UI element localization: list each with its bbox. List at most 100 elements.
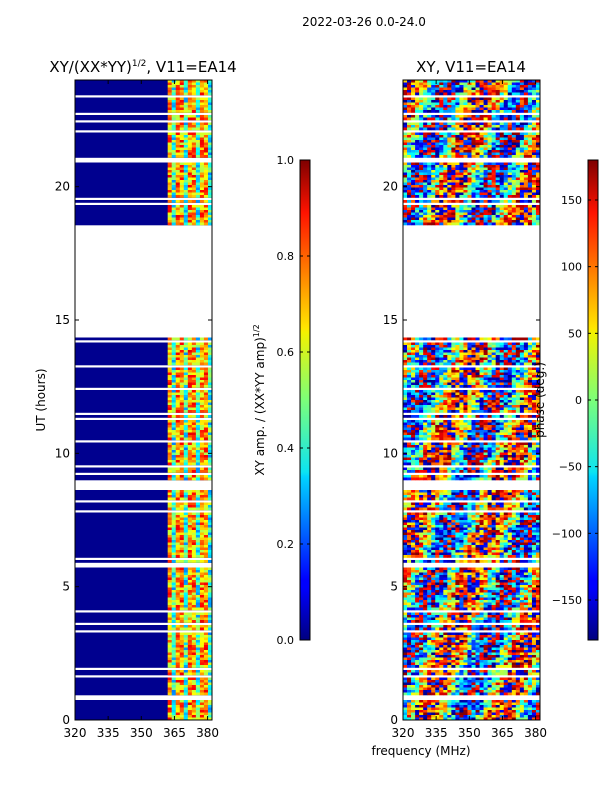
heatmap-cell [192,678,196,681]
heatmap-cell [196,518,200,521]
heatmap-cell [459,83,463,86]
heatmap-cell [184,375,188,378]
heatmap-row [403,393,540,396]
heatmap-cell [172,690,176,693]
heatmap-cell [196,93,200,96]
heatmap-cell [528,115,532,118]
heatmap-cell [443,363,447,366]
heatmap-cell [172,93,176,96]
heatmap-cell [176,603,180,606]
heatmap-cell [528,370,532,373]
heatmap-cell [176,530,180,533]
heatmap-cell [172,613,176,616]
heatmap-cell [184,585,188,588]
heatmap-cell [443,373,447,376]
heatmap-cell [520,355,524,358]
heatmap-cell [419,170,423,173]
heatmap-cell [200,540,204,543]
heatmap-cell [528,393,532,396]
heatmap-cell [180,628,184,631]
heatmap-cell [192,128,196,131]
heatmap-cell [463,205,467,208]
heatmap-cell [184,163,188,166]
heatmap-cell [407,188,411,191]
heatmap-cell [492,90,496,93]
heatmap-cell [188,680,192,683]
heatmap-cell [500,215,504,218]
heatmap-cell [532,200,536,203]
heatmap-cell [180,608,184,611]
heatmap-cell [520,348,524,351]
heatmap-cell [172,588,176,591]
heatmap-cell [455,360,459,363]
heatmap-cell [192,603,196,606]
heatmap-row [75,343,212,346]
heatmap-cell [476,128,480,131]
heatmap-cell [172,453,176,456]
heatmap-cell [180,673,184,676]
heatmap-cell [192,453,196,456]
heatmap-cell [176,588,180,591]
heatmap-cell [192,188,196,191]
heatmap-row [75,348,212,351]
heatmap-row [75,455,212,458]
heatmap-cell [184,568,188,571]
heatmap-cell [172,665,176,668]
heatmap-cell [532,140,536,143]
heatmap-cell [168,715,172,718]
heatmap-cell [451,190,455,193]
heatmap-cell [431,135,435,138]
heatmap-cell [435,188,439,191]
heatmap-cell [196,350,200,353]
heatmap-cell [484,400,488,403]
heatmap-row [75,690,212,693]
heatmap-cell [520,103,524,106]
heatmap-cell [407,348,411,351]
heatmap-cell [431,180,435,183]
heatmap-cell [463,190,467,193]
heatmap-cell [196,145,200,148]
heatmap-cell [455,163,459,166]
heatmap-cell [204,645,208,648]
heatmap-cell [492,358,496,361]
heatmap-cell [188,450,192,453]
heatmap-cell [492,195,496,198]
heatmap-cell [463,358,467,361]
heatmap-cell [204,605,208,608]
heatmap-cell [443,358,447,361]
heatmap-cell [512,150,516,153]
heatmap-cell [188,468,192,471]
heatmap-cell [204,613,208,616]
heatmap-cell [512,100,516,103]
heatmap-cell [403,218,407,221]
heatmap-cell [447,390,451,393]
heatmap-cell [431,165,435,168]
heatmap-cell [484,375,488,378]
heatmap-cell [508,358,512,361]
heatmap-cell [524,85,528,88]
heatmap-cell [172,540,176,543]
heatmap-cell [431,188,435,191]
heatmap-cell [427,190,431,193]
heatmap-cell [176,408,180,411]
heatmap-cell [455,338,459,341]
heatmap-cell [180,85,184,88]
heatmap-cell [184,220,188,223]
heatmap-cell [528,390,532,393]
heatmap-cell [200,183,204,186]
heatmap-cell [419,375,423,378]
heatmap-cell [176,433,180,436]
heatmap-cell [528,140,532,143]
heatmap-cell [524,180,528,183]
heatmap-cell [184,520,188,523]
heatmap-cell [455,348,459,351]
heatmap-cell [435,195,439,198]
heatmap-cell [415,153,419,156]
heatmap-cell [403,100,407,103]
heatmap-cell [403,215,407,218]
heatmap-cell [168,170,172,173]
heatmap-cell [172,578,176,581]
heatmap-cell [476,373,480,376]
heatmap-cell [484,90,488,93]
heatmap-row [75,708,212,711]
